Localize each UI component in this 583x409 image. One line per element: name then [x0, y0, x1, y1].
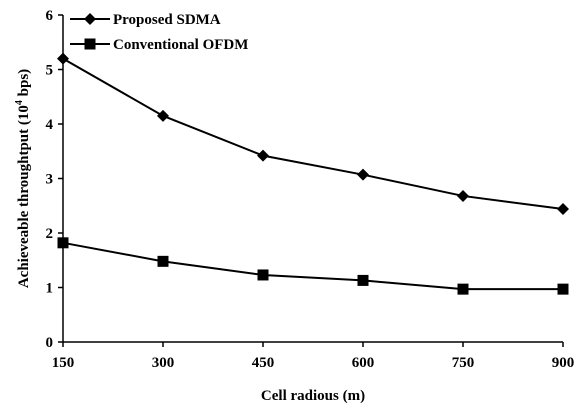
data-point: [57, 237, 69, 249]
x-tick-label: 750: [452, 355, 475, 371]
y-axis-label: Achieveable throughtput (104 bps): [14, 69, 32, 288]
data-point: [157, 255, 169, 267]
series-conventional-ofdm: [57, 237, 569, 295]
data-point: [357, 274, 369, 286]
y-axis-label-unit: bps): [16, 69, 32, 100]
y-tick-label: 0: [46, 335, 54, 351]
y-tick-label: 3: [46, 172, 54, 188]
data-point: [557, 203, 569, 216]
y-tick-label: 2: [46, 226, 54, 242]
data-point: [257, 149, 269, 162]
plot-area: [62, 15, 563, 343]
y-tick-label: 5: [46, 63, 54, 79]
x-tick-label: 300: [152, 355, 175, 371]
y-tick-label: 1: [46, 281, 54, 297]
legend-item: Proposed SDMA: [70, 12, 221, 28]
y-axis-label-exponent: 4: [14, 100, 25, 105]
data-point: [57, 52, 69, 65]
legend-label: Conventional OFDM: [113, 37, 248, 53]
legend-marker: [84, 13, 96, 25]
data-point: [157, 109, 169, 122]
series-group: [57, 52, 569, 295]
x-tick-label: 600: [352, 355, 375, 371]
y-axis-label-main: Achieveable throughtput (10: [16, 105, 32, 288]
data-point: [357, 168, 369, 181]
series-proposed-sdma: [57, 52, 569, 216]
x-axis-ticks: 150 300 450 600 750 900: [52, 342, 575, 371]
x-tick-label: 150: [52, 355, 75, 371]
y-tick-label: 6: [46, 8, 54, 24]
y-axis-ticks: 0 1 2 3 4 5 6: [46, 8, 63, 351]
x-axis-label: Cell radious (m): [261, 388, 365, 404]
legend-marker: [84, 38, 96, 50]
data-point: [557, 283, 569, 295]
y-tick-label: 4: [46, 117, 54, 133]
legend-item: Conventional OFDM: [70, 37, 248, 53]
data-point: [257, 269, 269, 281]
series-line: [62, 241, 563, 291]
series-line: [62, 57, 564, 211]
data-point: [457, 189, 469, 202]
legend: Proposed SDMA Conventional OFDM: [70, 12, 248, 53]
x-tick-label: 900: [552, 355, 575, 371]
legend-label: Proposed SDMA: [113, 12, 221, 28]
x-tick-label: 450: [252, 355, 275, 371]
data-point: [457, 283, 469, 295]
